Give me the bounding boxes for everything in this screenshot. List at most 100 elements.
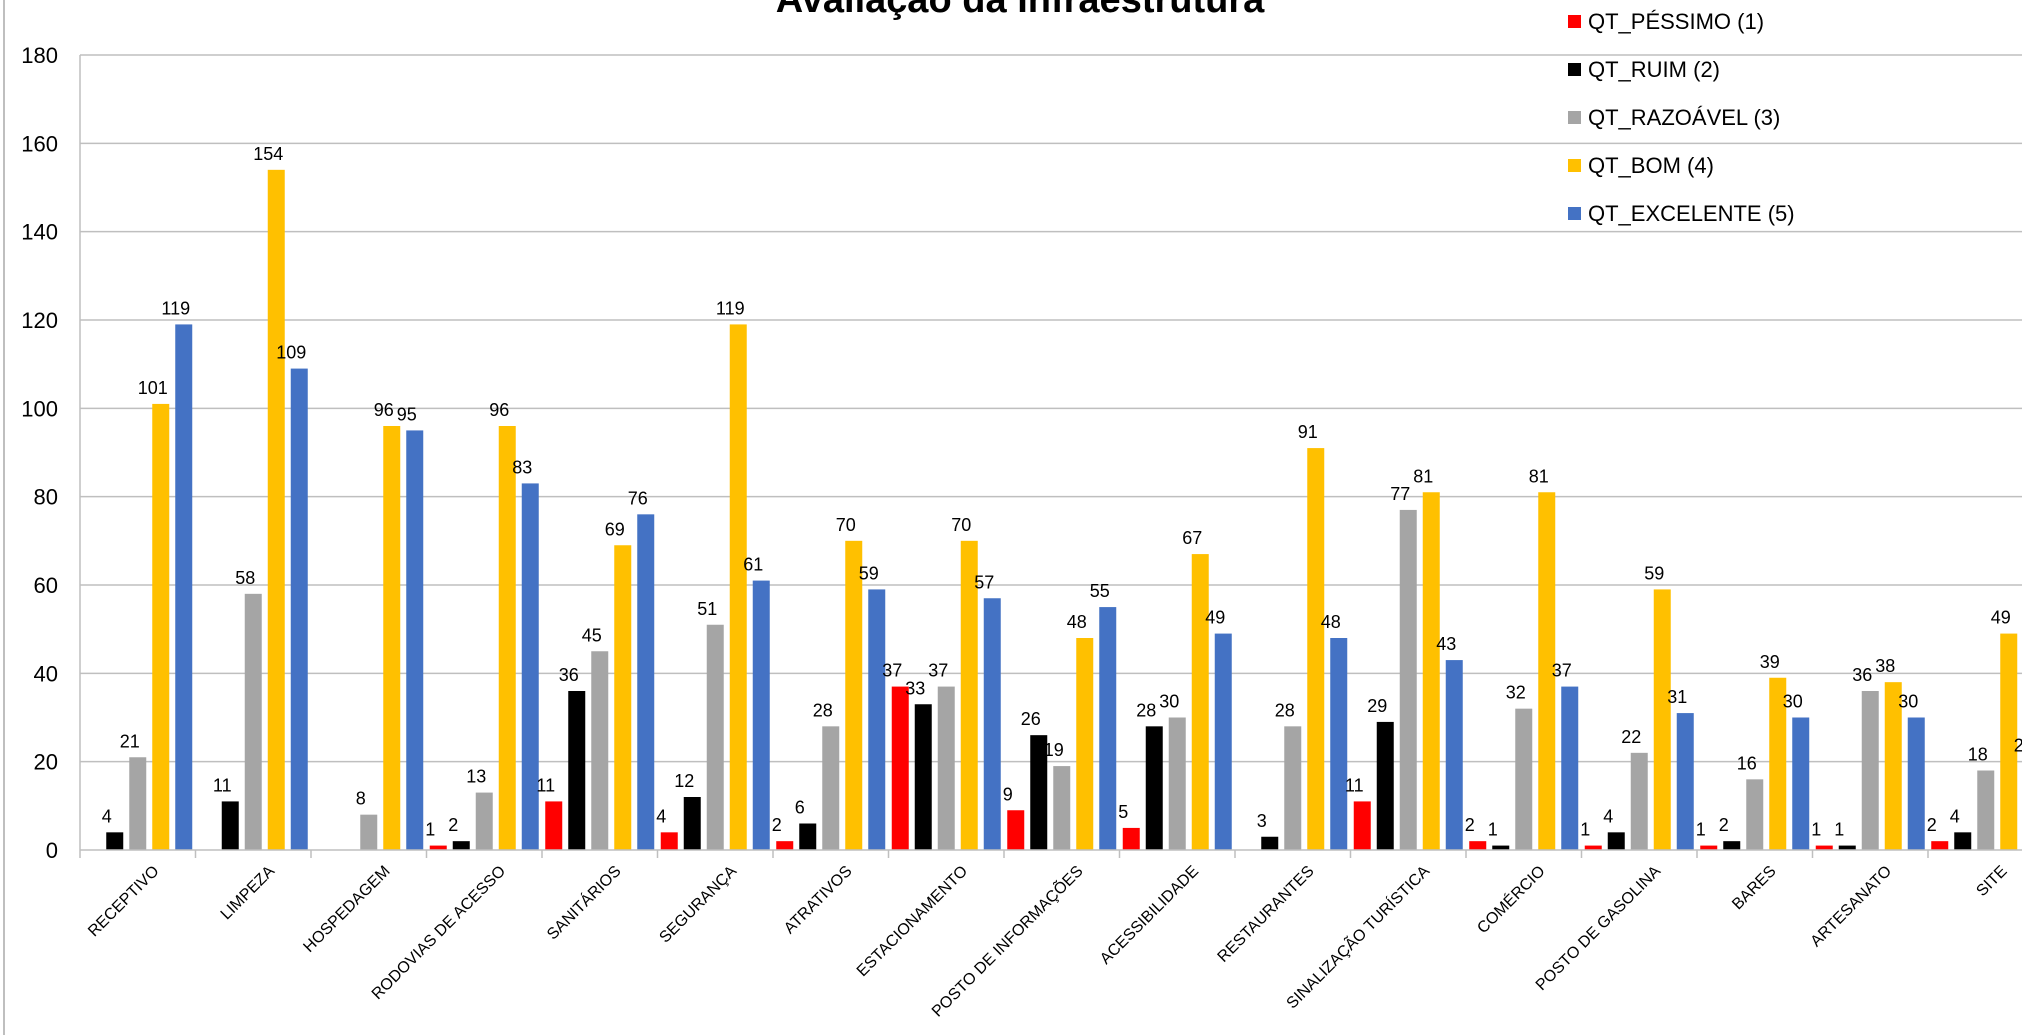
data-label: 31 (1667, 687, 1687, 707)
bar (1907, 717, 1925, 850)
bar (1861, 691, 1879, 850)
bar (1191, 554, 1209, 850)
bar (1931, 841, 1949, 850)
data-label: 83 (512, 457, 532, 477)
data-label: 38 (1875, 656, 1895, 676)
data-label: 5 (1118, 802, 1128, 822)
y-tick-label: 60 (34, 573, 58, 598)
data-label: 11 (213, 775, 232, 795)
bar (1168, 717, 1186, 850)
data-label: 45 (582, 625, 602, 645)
data-label: 91 (1298, 422, 1318, 442)
data-label: 1 (1811, 820, 1821, 840)
bar (1307, 448, 1325, 850)
bar (1769, 677, 1787, 850)
data-label: 49 (1205, 608, 1225, 628)
bar (983, 598, 1001, 850)
legend-swatch (1568, 63, 1581, 76)
data-label: 39 (1760, 652, 1780, 672)
bar (2000, 633, 2018, 850)
bar (129, 757, 147, 850)
bar (1515, 708, 1533, 850)
data-label: 30 (1159, 692, 1179, 712)
data-label: 57 (974, 572, 994, 592)
data-label: 49 (1991, 608, 2011, 628)
data-label: 4 (656, 806, 666, 826)
bar (1838, 845, 1856, 850)
data-label: 37 (1552, 661, 1572, 681)
bar (498, 426, 516, 850)
bar (1284, 726, 1302, 850)
data-label: 69 (605, 519, 625, 539)
bar (799, 823, 817, 850)
bar (545, 801, 563, 850)
data-label: 59 (1644, 563, 1664, 583)
bar (406, 430, 424, 850)
bar (568, 691, 586, 850)
bar (1653, 589, 1671, 850)
data-label: 37 (882, 661, 902, 681)
bar (1815, 845, 1833, 850)
data-label: 58 (235, 568, 255, 588)
bar (891, 686, 909, 850)
data-label: 2 (448, 815, 458, 835)
legend-swatch (1568, 207, 1581, 220)
data-label: 95 (397, 404, 417, 424)
bar (752, 580, 770, 850)
data-label: 119 (716, 298, 745, 318)
data-label: 81 (1413, 466, 1433, 486)
data-label: 6 (795, 798, 805, 818)
bar (1607, 832, 1625, 850)
data-label: 19 (1044, 740, 1064, 760)
y-tick-label: 40 (34, 661, 58, 686)
legend-label: QT_PÉSSIMO (1) (1588, 9, 1764, 34)
bar (937, 686, 955, 850)
y-tick-label: 0 (46, 838, 58, 863)
bar (1792, 717, 1810, 850)
bar (1422, 492, 1440, 850)
bar (614, 545, 632, 850)
data-label: 11 (536, 775, 555, 795)
y-tick-label: 180 (21, 43, 58, 68)
data-label: 33 (905, 678, 925, 698)
data-label: 16 (1737, 753, 1757, 773)
bar (914, 704, 932, 850)
data-label: 48 (1067, 612, 1087, 632)
data-label: 76 (628, 488, 648, 508)
data-label: 109 (276, 343, 306, 363)
data-label: 18 (1968, 745, 1988, 765)
bar (960, 540, 978, 850)
data-label: 119 (161, 298, 190, 318)
legend-swatch (1568, 159, 1581, 172)
bar (1007, 810, 1025, 850)
data-label: 1 (1834, 820, 1844, 840)
bar (106, 832, 124, 850)
data-label: 20 (2014, 736, 2022, 756)
bar (1122, 827, 1140, 850)
bar (868, 589, 886, 850)
legend: QT_PÉSSIMO (1) QT_RUIM (2) QT_RAZOÁVEL (3)… (1568, 9, 1795, 226)
legend-label: QT_BOM (4) (1588, 153, 1714, 178)
data-label: 59 (859, 563, 879, 583)
bar (1145, 726, 1163, 850)
data-label: 2 (1465, 815, 1475, 835)
data-label: 12 (674, 771, 694, 791)
bar (221, 801, 239, 850)
data-label: 61 (743, 555, 763, 575)
bar (845, 540, 863, 850)
bar (637, 514, 655, 850)
data-label: 77 (1390, 484, 1410, 504)
data-label: 11 (1345, 775, 1364, 795)
data-label: 32 (1506, 683, 1526, 703)
data-label: 48 (1321, 612, 1341, 632)
bar (1076, 638, 1094, 850)
bar (729, 324, 747, 851)
data-label: 1 (1696, 820, 1706, 840)
data-label: 30 (1898, 692, 1918, 712)
bar (1214, 633, 1232, 850)
bar (1399, 509, 1417, 850)
bar (1746, 779, 1764, 850)
